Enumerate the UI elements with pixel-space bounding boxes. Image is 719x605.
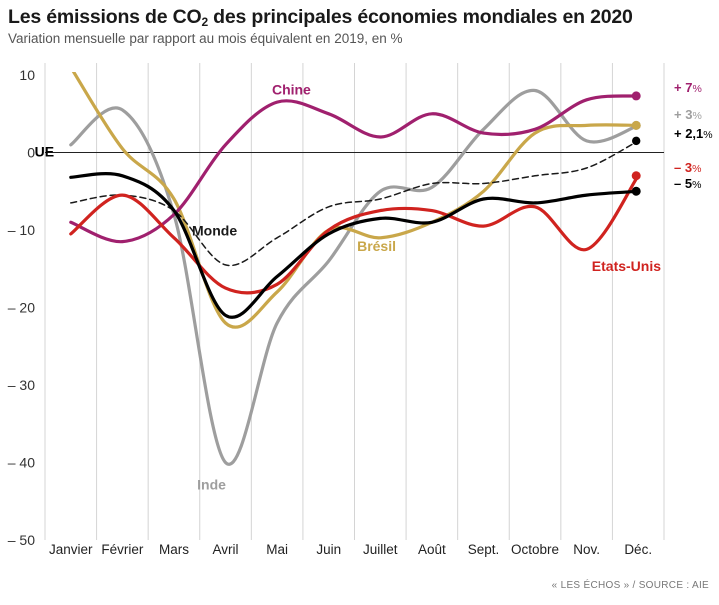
y-tick-label: – 40 [8, 455, 35, 471]
x-tick-label: Janvier [49, 542, 93, 557]
end-marker-etats-unis [631, 171, 641, 181]
x-tick-label: Mars [159, 542, 189, 557]
chart-title: Les émissions de CO2 des principales éco… [8, 6, 633, 29]
y-tick-label: – 30 [8, 377, 35, 393]
source-note: « LES ÉCHOS » / SOURCE : AIE [551, 580, 709, 591]
y-tick-label: – 10 [8, 222, 35, 238]
series-line-etats-unis [69, 174, 640, 295]
series-label-ue: UE [35, 143, 54, 159]
end-label-etats-unis: – 3% [674, 160, 701, 175]
y-tick-label: – 50 [8, 532, 35, 548]
series-label-chine: Chine [272, 81, 311, 97]
grid-layer [44, 63, 665, 540]
end-marker-bresil [631, 120, 641, 130]
series-lines [69, 72, 640, 466]
x-tick-label: Août [418, 542, 446, 557]
series-label-monde: Monde [192, 222, 237, 238]
end-label-ue: – 5% [674, 176, 701, 191]
chart-subtitle: Variation mensuelle par rapport au mois … [8, 31, 403, 46]
end-marker-ue [631, 186, 641, 196]
end-label-monde: + 2,1% [674, 126, 713, 141]
series-label-etats-unis: Etats-Unis [592, 258, 661, 274]
x-tick-label: Février [101, 542, 144, 557]
series-label-inde: Inde [197, 477, 226, 493]
x-tick-label: Juillet [363, 542, 398, 557]
x-tick-label: Juin [316, 542, 341, 557]
y-tick-label: 0 [27, 145, 35, 161]
x-tick-label: Déc. [624, 542, 652, 557]
line-chart: 10 0 – 10 – 20 – 30 – 40 – 50 Janvier Février Mar… [8, 63, 713, 557]
y-tick-label: – 20 [8, 300, 35, 316]
series-line-ue [69, 172, 640, 319]
end-marker-monde [632, 136, 641, 146]
x-tick-label: Nov. [573, 542, 600, 557]
series-labels: Chine UE Monde Brésil Inde Etats-Unis [35, 81, 662, 492]
x-tick-label: Octobre [511, 542, 559, 557]
x-tick-label: Avril [213, 542, 239, 557]
series-line-chine [69, 94, 640, 244]
end-marker-chine [631, 91, 641, 101]
series-label-bresil: Brésil [357, 238, 396, 254]
end-label-chine: + 7% [674, 80, 702, 95]
y-tick-label: 10 [19, 67, 35, 83]
x-tick-label: Sept. [468, 542, 500, 557]
end-values: + 3% + 7% + 2,1% – 3%– 5% [631, 80, 713, 196]
end-label-inde: + 3% [674, 107, 702, 122]
x-tick-label: Mai [266, 542, 288, 557]
axis-layer: 10 0 – 10 – 20 – 30 – 40 – 50 Janvier Février Mar… [8, 67, 664, 557]
